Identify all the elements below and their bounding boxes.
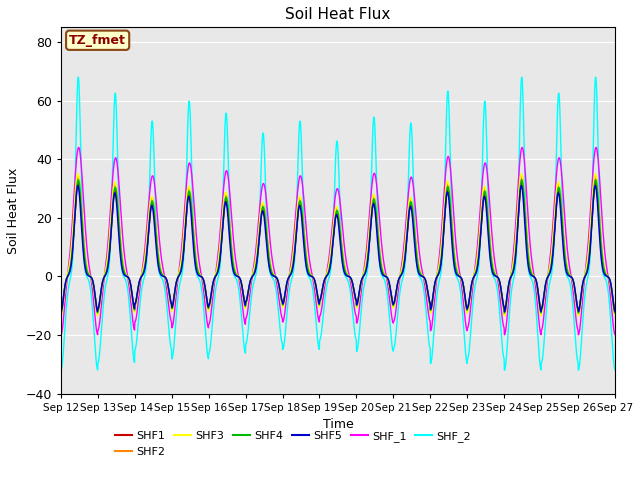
SHF2 (578, 291, 586, 297)
SHF5 (57, 309, 65, 314)
SHF1 (611, 309, 619, 314)
Line: SHF_2: SHF_2 (61, 77, 615, 370)
SHF1 (355, 297, 362, 303)
SHF2 (355, 299, 362, 305)
SHF_1 (355, 315, 362, 321)
X-axis label: Time: Time (323, 418, 353, 431)
SHF_1 (75, 144, 83, 150)
SHF_2 (355, 342, 362, 348)
Y-axis label: Soil Heat Flux: Soil Heat Flux (7, 168, 20, 253)
SHF3 (366, 216, 374, 221)
SHF_1 (611, 332, 619, 337)
SHF1 (366, 229, 374, 235)
Line: SHF1: SHF1 (61, 182, 615, 312)
SHF2 (57, 312, 65, 317)
SHF_2 (212, 287, 220, 292)
SHF_2 (578, 336, 586, 342)
SHF2 (563, 260, 570, 265)
SHF_1 (57, 332, 65, 338)
SHF3 (74, 171, 82, 177)
SHF4 (74, 177, 82, 182)
SHF_1 (212, 271, 220, 276)
SHF2 (499, 303, 507, 309)
SHF3 (499, 305, 507, 311)
Line: SHF5: SHF5 (61, 186, 615, 312)
SHF1 (563, 263, 570, 268)
Title: Soil Heat Flux: Soil Heat Flux (285, 7, 390, 22)
SHF_2 (563, 271, 570, 277)
SHF_1 (578, 308, 586, 313)
SHF3 (57, 313, 65, 319)
SHF_2 (611, 367, 619, 373)
Line: SHF_1: SHF_1 (61, 147, 615, 335)
SHF5 (366, 230, 374, 236)
SHF1 (212, 273, 220, 278)
Text: TZ_fmet: TZ_fmet (69, 34, 126, 47)
SHF3 (355, 300, 362, 306)
SHF5 (212, 274, 220, 279)
SHF4 (563, 262, 570, 268)
SHF5 (563, 268, 570, 274)
SHF5 (499, 300, 507, 306)
SHF1 (578, 289, 586, 295)
SHF4 (57, 310, 65, 316)
SHF5 (355, 297, 362, 302)
SHF2 (611, 312, 619, 317)
SHF1 (74, 180, 82, 185)
SHF_2 (366, 218, 374, 224)
SHF2 (212, 272, 220, 278)
SHF4 (611, 310, 619, 316)
SHF4 (355, 298, 362, 304)
SHF1 (499, 301, 507, 307)
SHF_2 (499, 351, 507, 357)
SHF3 (563, 259, 570, 265)
Legend: SHF1, SHF2, SHF3, SHF4, SHF5, SHF_1, SHF_2: SHF1, SHF2, SHF3, SHF4, SHF5, SHF_1, SHF… (111, 427, 476, 461)
SHF2 (366, 224, 374, 229)
SHF_2 (57, 367, 65, 373)
SHF3 (212, 271, 220, 277)
SHF5 (74, 183, 82, 189)
SHF4 (578, 289, 586, 295)
SHF5 (611, 309, 619, 314)
SHF4 (366, 228, 374, 233)
SHF4 (212, 273, 220, 278)
SHF2 (74, 174, 82, 180)
SHF1 (57, 309, 65, 314)
Line: SHF3: SHF3 (61, 174, 615, 316)
SHF3 (611, 313, 619, 319)
Line: SHF4: SHF4 (61, 180, 615, 313)
SHF_2 (74, 74, 82, 80)
SHF_1 (366, 202, 374, 208)
Line: SHF2: SHF2 (61, 177, 615, 314)
SHF_1 (499, 321, 507, 327)
SHF3 (578, 292, 586, 298)
SHF4 (499, 302, 507, 308)
SHF5 (578, 288, 586, 294)
SHF_1 (563, 234, 570, 240)
